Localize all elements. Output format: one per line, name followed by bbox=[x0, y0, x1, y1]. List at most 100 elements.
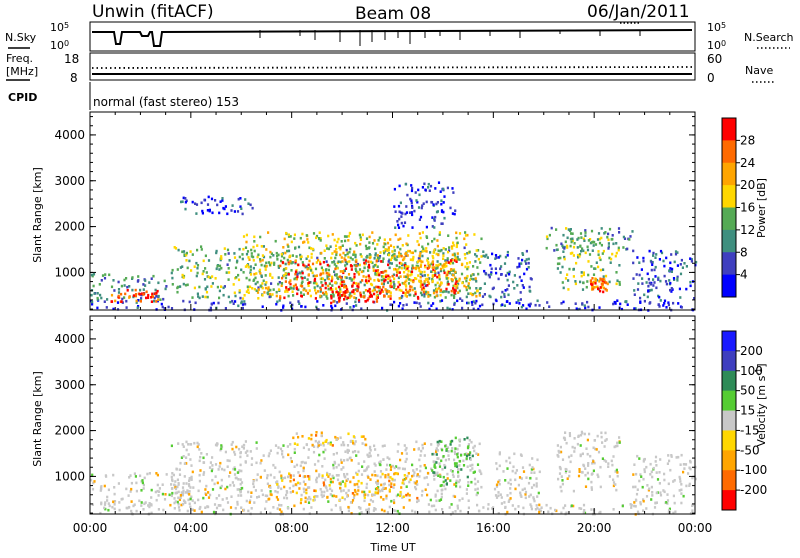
scatter-cell bbox=[507, 284, 510, 287]
scatter-cell bbox=[679, 477, 682, 481]
scatter-cell bbox=[295, 432, 298, 435]
scatter-cell bbox=[434, 215, 437, 219]
scatter-cell bbox=[498, 451, 501, 454]
scatter-cell bbox=[688, 482, 691, 486]
scatter-cell bbox=[355, 454, 358, 457]
scatter-cell bbox=[201, 211, 204, 215]
scatter-cell bbox=[195, 203, 199, 206]
scatter-cell bbox=[657, 278, 660, 281]
scatter-cell bbox=[402, 506, 405, 509]
scatter-cell bbox=[174, 486, 177, 489]
scatter-cell bbox=[453, 301, 456, 305]
scatter-cell bbox=[378, 236, 381, 240]
scatter-cell bbox=[608, 256, 611, 260]
scatter-cell bbox=[195, 212, 198, 215]
scatter-cell bbox=[591, 277, 594, 280]
scatter-cell bbox=[406, 267, 409, 270]
scatter-cell bbox=[114, 299, 117, 303]
scatter-cell bbox=[436, 239, 439, 242]
scatter-cell bbox=[125, 306, 128, 309]
scatter-cell bbox=[436, 440, 439, 444]
scatter-cell bbox=[453, 495, 457, 498]
scatter-cell bbox=[405, 285, 408, 288]
scatter-cell bbox=[320, 281, 323, 284]
scatter-cell bbox=[447, 277, 450, 280]
scatter-cell bbox=[672, 301, 675, 305]
scatter-cell bbox=[343, 285, 346, 289]
scatter-cell bbox=[578, 468, 581, 471]
scatter-cell bbox=[389, 476, 392, 479]
scatter-cell bbox=[238, 447, 241, 451]
scatter-cell bbox=[365, 275, 368, 279]
scatter-cell bbox=[315, 261, 318, 264]
scatter-cell bbox=[632, 277, 635, 280]
scatter-cell bbox=[471, 454, 474, 458]
scatter-cell bbox=[134, 475, 137, 478]
scatter-cell bbox=[331, 261, 334, 264]
scatter-cell bbox=[436, 449, 439, 452]
scatter-cell bbox=[220, 285, 223, 288]
scatter-cell bbox=[322, 481, 325, 484]
scatter-cell bbox=[314, 274, 317, 278]
scatter-cell bbox=[467, 484, 470, 487]
scatter-cell bbox=[508, 272, 511, 276]
scatter-cell bbox=[390, 465, 393, 469]
scatter-cell bbox=[439, 190, 442, 193]
scatter-cell bbox=[437, 442, 441, 446]
scatter-cell bbox=[120, 284, 123, 288]
scatter-cell bbox=[137, 275, 140, 278]
scatter-cell bbox=[467, 265, 470, 269]
scatter-cell bbox=[591, 472, 594, 475]
scatter-cell bbox=[399, 458, 402, 462]
scatter-cell bbox=[393, 277, 396, 280]
scatter-cell bbox=[339, 508, 342, 512]
colorbar-tick-label: -100 bbox=[740, 463, 767, 477]
scatter-cell bbox=[401, 467, 405, 471]
scatter-cell bbox=[389, 303, 392, 306]
scatter-cell bbox=[566, 477, 569, 480]
scatter-cell bbox=[269, 288, 272, 292]
scatter-cell bbox=[257, 297, 260, 300]
scatter-cell bbox=[355, 260, 358, 264]
scatter-cell bbox=[361, 279, 364, 282]
scatter-cell bbox=[344, 484, 347, 488]
scatter-cell bbox=[411, 186, 414, 190]
scatter-cell bbox=[433, 217, 436, 221]
scatter-cell bbox=[247, 291, 250, 294]
scatter-cell bbox=[206, 203, 210, 206]
scatter-cell bbox=[659, 279, 662, 283]
scatter-cell bbox=[469, 458, 472, 461]
scatter-cell bbox=[576, 442, 579, 446]
scatter-cell bbox=[168, 493, 171, 497]
scatter-cell bbox=[445, 290, 448, 293]
scatter-cell bbox=[131, 276, 134, 279]
scatter-cell bbox=[344, 260, 347, 264]
scatter-cell bbox=[475, 287, 478, 290]
scatter-cell bbox=[387, 277, 390, 281]
scatter-cell bbox=[310, 252, 313, 256]
scatter-cell bbox=[580, 249, 583, 253]
scatter-cell bbox=[116, 308, 120, 311]
scatter-cell bbox=[339, 436, 342, 439]
scatter-cell bbox=[375, 300, 379, 303]
scatter-cell bbox=[302, 288, 305, 292]
scatter-cell bbox=[277, 253, 280, 257]
scatter-cell bbox=[438, 275, 441, 279]
scatter-cell bbox=[442, 210, 445, 214]
scatter-cell bbox=[594, 243, 598, 246]
scatter-cell bbox=[186, 283, 189, 287]
scatter-cell bbox=[307, 273, 310, 276]
scatter-cell bbox=[376, 487, 379, 490]
scatter-cell bbox=[264, 274, 267, 277]
scatter-cell bbox=[595, 261, 598, 264]
scatter-cell bbox=[465, 286, 468, 289]
scatter-cell bbox=[390, 256, 394, 259]
scatter-cell bbox=[233, 210, 236, 213]
scatter-cell bbox=[138, 292, 141, 296]
scatter-cell bbox=[475, 280, 478, 283]
scatter-cell bbox=[385, 494, 388, 498]
scatter-cell bbox=[411, 206, 414, 209]
scatter-cell bbox=[450, 293, 453, 297]
scatter-cell bbox=[353, 296, 356, 299]
scatter-cell bbox=[452, 494, 455, 498]
